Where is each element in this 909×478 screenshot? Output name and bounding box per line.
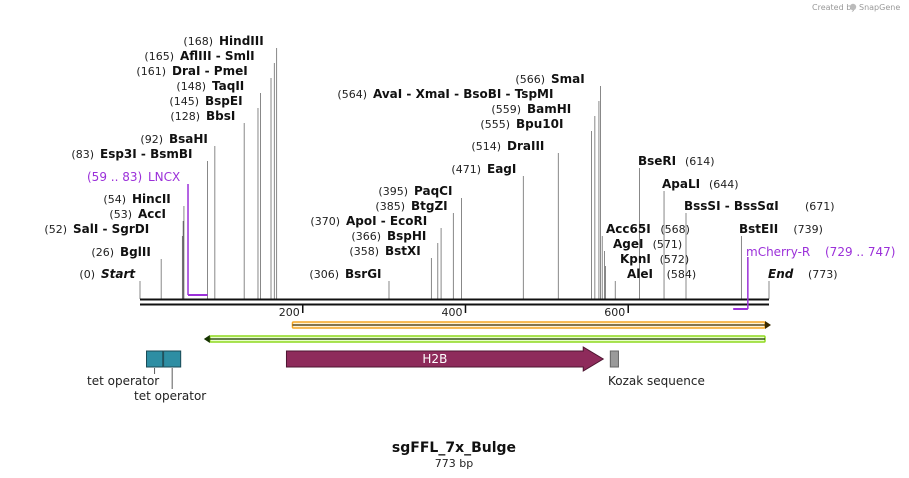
feature-label-h2b: H2B [422, 352, 447, 366]
site-name-bstxi[interactable]: BstXI [385, 244, 421, 258]
site-pos-bsahi: (92) [140, 133, 163, 146]
site-name-draiii[interactable]: DraIII [507, 139, 544, 153]
site-pos-bsphi: (366) [351, 230, 381, 243]
site-pos-esp3i-bsmbi: (83) [71, 148, 94, 161]
site-pos-agei: (571) [653, 238, 683, 251]
tick-label-200: 200 [279, 306, 300, 319]
site-name-bsteii[interactable]: BstEII [739, 222, 778, 236]
site-pos-draiii: (514) [471, 140, 501, 153]
site-pos-kpni: (572) [660, 253, 690, 266]
site-name-btgzi[interactable]: BtgZI [411, 199, 448, 213]
site-name-sali-sgrdi[interactable]: SalI - SgrDI [73, 222, 149, 236]
site-name-bglii[interactable]: BglII [120, 245, 151, 259]
site-pos-apoi-ecori: (370) [310, 215, 340, 228]
credit-brand: SnapGene [859, 3, 900, 12]
site-pos-bsssi-bsss-i: (671) [805, 200, 835, 213]
site-pos-bpu10i: (555) [480, 118, 510, 131]
site-name-bspei[interactable]: BspEI [205, 94, 243, 108]
site-pos-bsteii: (739) [793, 223, 823, 236]
credit: Created by SnapGene [812, 3, 900, 12]
site-name-bbsi[interactable]: BbsI [206, 109, 235, 123]
site-pos-apali: (644) [709, 178, 739, 191]
tick-label-600: 600 [604, 306, 625, 319]
site-pos-bsrgi: (306) [309, 268, 339, 281]
site-name-smai[interactable]: SmaI [551, 72, 585, 86]
site-name-paqci[interactable]: PaqCI [414, 184, 452, 198]
site-name-drai-pmei[interactable]: DraI - PmeI [172, 64, 248, 78]
primer-lncx-range: (59 .. 83) [87, 170, 142, 184]
site-name-bseri[interactable]: BseRI [638, 154, 676, 168]
site-name-kpni[interactable]: KpnI [620, 252, 651, 266]
site-pos-bspei: (145) [169, 95, 199, 108]
orf-reverse-arrow-icon [203, 335, 210, 343]
site-leader-lines [139, 48, 770, 299]
feature-tet-operator-2[interactable] [163, 350, 182, 368]
credit-text: Created by [812, 3, 856, 12]
site-pos-taqii: (148) [176, 80, 206, 93]
site-pos-bglii: (26) [91, 246, 114, 259]
primer-lncx-name[interactable]: LNCX [148, 170, 180, 184]
site-name-bsphi[interactable]: BspHI [387, 229, 426, 243]
site-name-afliii-smli[interactable]: AflIII - SmlI [180, 49, 255, 63]
end-pos: (773) [808, 268, 838, 281]
site-name-agei[interactable]: AgeI [613, 237, 643, 251]
tick-label-400: 400 [441, 306, 462, 319]
map-title: sgFFL_7x_Bulge [392, 440, 516, 456]
site-pos-bamhi: (559) [491, 103, 521, 116]
site-pos-btgzi: (385) [375, 200, 405, 213]
snapgene-logo-icon [849, 3, 857, 11]
primers: (59 .. 83) LNCX mCherry-R (729 .. 747) [87, 170, 895, 310]
site-name-acci[interactable]: AccI [138, 207, 166, 221]
feature-label-tet-operator-1: tet operator [87, 374, 159, 388]
site-name-eagi[interactable]: EagI [487, 162, 516, 176]
site-name-bsssi-bsss-i[interactable]: BssSI - BssSαI [684, 199, 779, 213]
site-pos-acci: (53) [109, 208, 132, 221]
ruler-ticks: 200 400 600 [279, 305, 629, 319]
site-name-hincii[interactable]: HincII [132, 192, 171, 206]
site-name-bsrgi[interactable]: BsrGI [345, 267, 382, 281]
start-label: Start [101, 267, 136, 281]
site-pos-hincii: (54) [103, 193, 126, 206]
site-name-hindiii[interactable]: HindIII [219, 34, 264, 48]
feature-h2b[interactable] [285, 346, 605, 372]
site-name-avai-xmai-bsobi-tspmi[interactable]: AvaI - XmaI - BsoBI - TspMI [373, 87, 553, 101]
site-labels: (168) HindIII (165) AflIII - SmlI (161) DraI … [44, 34, 837, 281]
site-pos-paqci: (395) [378, 185, 408, 198]
feature-label-tet-operator-2: tet operator [134, 389, 206, 403]
site-pos-eagi: (471) [451, 163, 481, 176]
site-name-apali[interactable]: ApaLI [662, 177, 700, 191]
site-pos-alei: (584) [667, 268, 697, 281]
site-name-apoi-ecori[interactable]: ApoI - EcoRI [346, 214, 427, 228]
feature-label-kozak-sequence: Kozak sequence [608, 374, 705, 388]
site-pos-acc65i: (568) [660, 223, 690, 236]
dna-backbone[interactable] [140, 298, 769, 306]
primer-mcherry-r-name[interactable]: mCherry-R [746, 245, 810, 259]
map-length: 773 bp [435, 457, 473, 470]
site-name-alei[interactable]: AleI [627, 267, 653, 281]
feature-kozak-sequence[interactable] [609, 350, 619, 368]
site-pos-sali-sgrdi: (52) [44, 223, 67, 236]
site-name-esp3i-bsmbi[interactable]: Esp3I - BsmBI [100, 147, 192, 161]
site-pos-bbsi: (128) [170, 110, 200, 123]
site-pos-avai-xmai-bsobi-tspmi: (564) [337, 88, 367, 101]
start-pos: (0) [79, 268, 95, 281]
site-pos-hindiii: (168) [183, 35, 213, 48]
site-pos-bseri: (614) [685, 155, 715, 168]
site-pos-smai: (566) [515, 73, 545, 86]
orf-forward-arrow-icon [765, 321, 771, 329]
site-pos-afliii-smli: (165) [144, 50, 174, 63]
site-name-acc65i[interactable]: Acc65I [606, 222, 651, 236]
site-name-bpu10i[interactable]: Bpu10I [516, 117, 563, 131]
site-name-bamhi[interactable]: BamHI [527, 102, 571, 116]
end-label: End [768, 267, 794, 281]
site-name-bsahi[interactable]: BsaHI [169, 132, 208, 146]
orfs [203, 321, 771, 343]
site-pos-bstxi: (358) [349, 245, 379, 258]
site-pos-drai-pmei: (161) [136, 65, 166, 78]
site-name-taqii[interactable]: TaqII [212, 79, 244, 93]
feature-tet-operator-1[interactable] [146, 350, 164, 368]
primer-mcherry-r-range: (729 .. 747) [825, 245, 895, 259]
